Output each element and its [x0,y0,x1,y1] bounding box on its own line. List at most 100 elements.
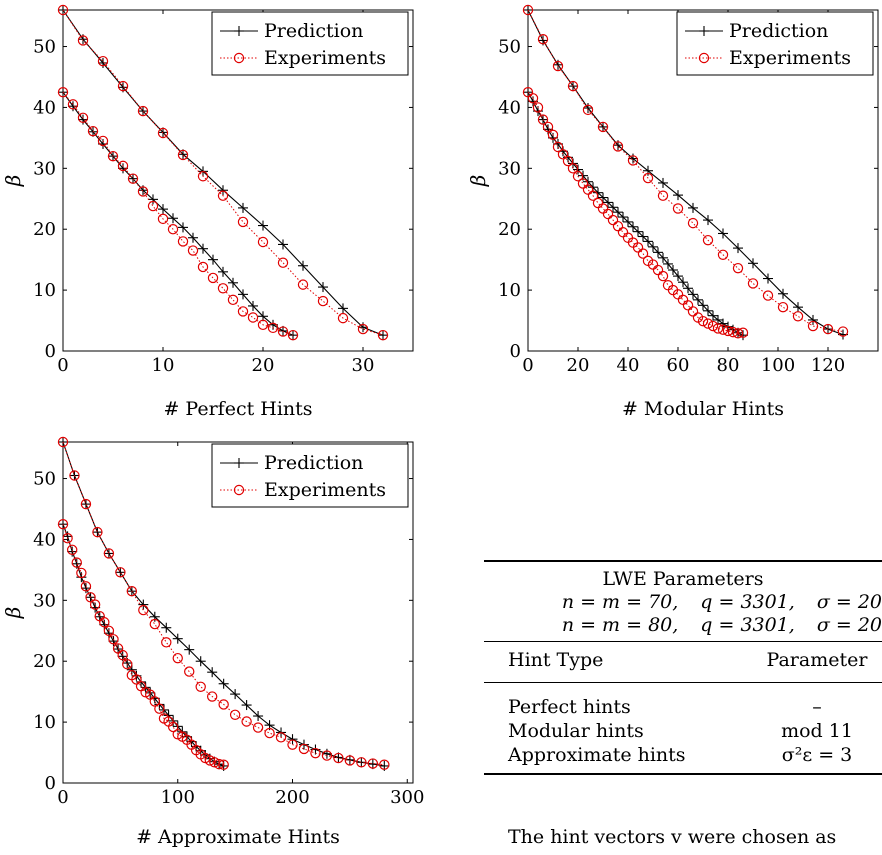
experiments-marker [218,759,229,770]
experiments-marker [356,757,367,768]
chart-2: 0 20 40 60 80 100 120 0 10 20 30 40 50 # Modular Hint… [466,4,879,420]
y-tick-label: 20 [498,219,521,240]
experiments-marker [206,691,218,702]
experiments-marker [57,436,69,448]
chart-3: 0 100 200 300 0 10 20 30 40 50 # Approximate Hints… [1,436,424,848]
experiments-marker [702,318,714,329]
row-perfect-value: – [812,696,822,718]
experiments-marker [682,300,694,311]
experiments-marker [344,755,356,766]
experiments-marker [76,567,87,579]
experiments-marker [204,755,216,766]
experiments-marker [792,311,804,322]
experiments-marker [777,301,789,313]
experiments-marker [115,567,126,578]
experiments-series-2 [522,87,749,339]
experiments-marker [187,245,199,256]
experiments-marker [177,149,189,161]
experiments-marker [807,320,819,332]
experiments-series-2 [57,87,299,341]
experiments-marker [627,155,639,166]
table-row: Modular hints mod 11 [484,719,882,743]
experiments-marker [687,306,699,317]
experiments-marker [57,4,69,16]
experiments-marker [184,666,195,677]
experiments-marker [582,184,594,195]
experiments-marker [241,716,252,727]
experiments-marker [657,270,669,282]
experiments-series-1 [57,436,390,770]
experiments-marker [317,295,329,307]
experiments-marker [822,323,834,335]
legend: Prediction Experiments [211,443,409,508]
table-body: Perfect hints – Modular hints mod 11 App… [484,683,882,773]
table-header-row: Hint Type Parameter [484,642,882,682]
legend-prediction-label: Prediction [264,452,363,474]
row-approx-label: Approximate hints [508,744,686,766]
param-nm-2: n = m = 80, [561,614,679,636]
y-tick-label: 30 [498,158,521,179]
legend-box [211,443,409,508]
experiments-marker [642,172,654,184]
experiments-marker [298,743,310,755]
experiments-marker [207,272,219,284]
experiments-marker [92,526,103,538]
experiments-marker [103,625,115,636]
experiments-marker [537,114,549,125]
experiments-marker [252,722,264,733]
param-sigma-2: σ = 20 [816,614,882,636]
experiments-marker [582,104,594,116]
y-tick-label: 20 [33,219,56,240]
experiments-marker [697,315,709,327]
experiments-marker [617,227,629,238]
x-tick-label: 300 [390,787,424,808]
prediction-series-2 [523,87,748,341]
experiments-line [62,441,385,766]
experiments-marker [747,278,759,289]
experiments-marker [107,150,119,162]
legend: Prediction Experiments [211,11,409,76]
experiments-marker [287,739,298,750]
legend-prediction-label: Prediction [264,20,363,42]
legend-experiments-marker [233,52,245,64]
experiments-marker [237,216,249,228]
prediction-line [62,524,224,767]
caption-text: The hint vectors v were chosen as [508,826,837,848]
chart-1: 0 10 20 30 0 10 20 30 40 50 # Perfect Hints β Predic… [1,4,414,420]
experiments-marker [597,203,609,214]
experiments-marker [607,214,619,226]
x-tick-label: 30 [352,355,375,376]
legend-experiments-label: Experiments [264,47,386,69]
experiments-marker [522,4,534,16]
experiments-marker [333,752,344,764]
experiments-marker [97,55,109,67]
experiments-marker [217,283,229,294]
experiments-marker [652,264,664,276]
prediction-line [527,91,744,336]
plot-frame [527,9,879,352]
experiments-marker [213,758,225,770]
experiments-marker [837,326,849,337]
experiments-marker [552,141,564,153]
x-tick-label: 100 [761,355,795,376]
y-tick-label: 30 [33,158,56,179]
experiments-marker [321,750,333,761]
y-tick-label: 0 [45,341,56,362]
y-tick-label: 50 [498,37,521,58]
legend-experiments-label: Experiments [264,479,386,501]
experiments-marker [117,160,129,172]
experiments-marker [277,257,289,268]
experiments-marker [177,236,189,247]
experiments-marker [310,747,321,759]
y-tick-label: 20 [33,651,56,672]
experiments-marker [267,322,279,334]
row-modular-value: mod 11 [781,720,853,742]
experiments-marker [597,121,609,133]
param-nm-1: n = m = 70, [561,591,679,613]
x-axis-label: # Modular Hints [622,398,784,420]
experiments-marker [217,190,229,201]
experiments-marker [247,312,259,323]
row-modular-label: Modular hints [508,720,644,742]
prediction-series-2 [58,519,229,771]
